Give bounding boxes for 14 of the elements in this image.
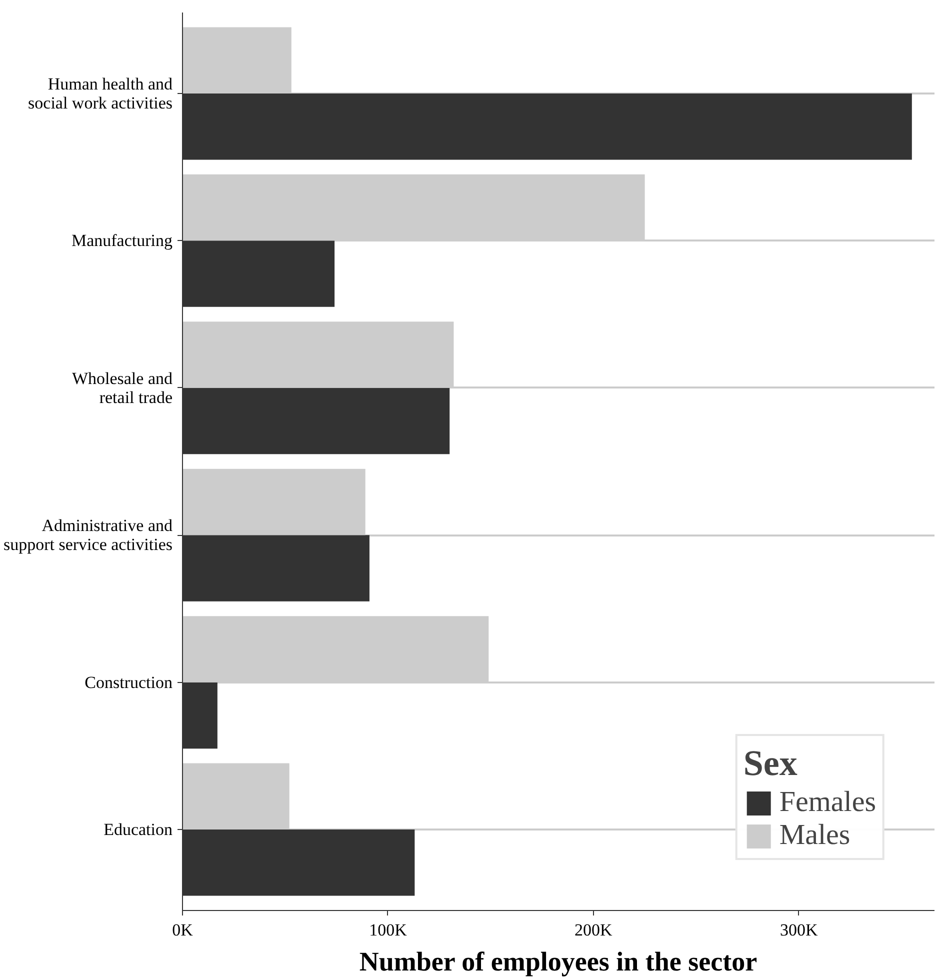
legend-label: Males xyxy=(779,819,850,852)
y-tick-label: Manufacturing xyxy=(71,231,173,250)
y-tick-label: Construction xyxy=(84,672,173,692)
legend-title: Sex xyxy=(743,742,798,784)
x-tick-label: 100K xyxy=(369,920,408,940)
y-tick-label: Administrative and support service activities xyxy=(3,516,173,554)
x-tick-label: 200K xyxy=(574,920,614,940)
x-tick-label: 0K xyxy=(172,920,194,940)
y-tick-label: Education xyxy=(104,820,173,840)
y-tick-label: Human health and social work activities xyxy=(28,74,173,112)
x-axis-title: Number of employees in the sector xyxy=(359,946,758,976)
legend-label: Females xyxy=(779,786,876,819)
y-tick-label: Wholesale and retail trade xyxy=(72,368,173,407)
x-tick-label: 300K xyxy=(780,920,819,940)
